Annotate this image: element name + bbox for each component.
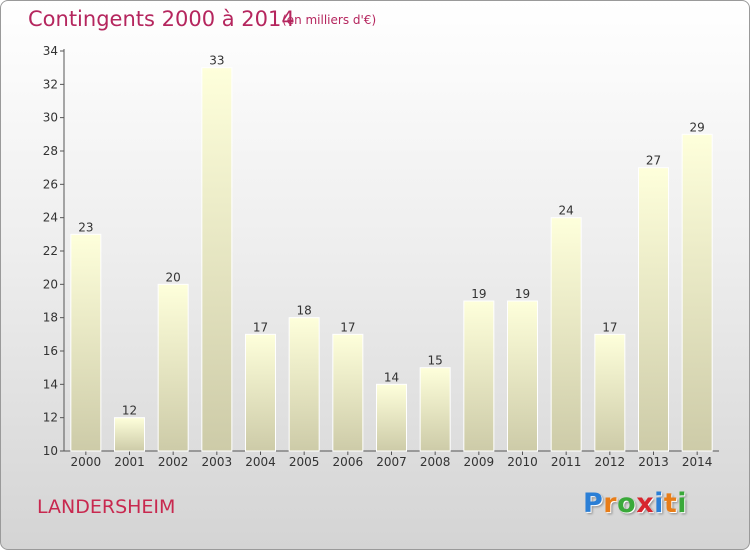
bar-2012 [594, 333, 626, 452]
value-label: 19 [471, 287, 486, 301]
chart-title: Contingents 2000 à 2014 [28, 7, 295, 31]
y-tick-label: 34 [43, 44, 58, 58]
axes: 10 12 14 16 18 20 22 24 26 28 30 32 34 [43, 44, 719, 458]
y-tick-label: 18 [43, 311, 58, 325]
x-tick-label: 2009 [464, 455, 495, 469]
y-tick-label: 30 [43, 111, 58, 125]
value-label: 29 [690, 120, 705, 134]
y-tick-label: 24 [43, 211, 58, 225]
y-tick-label: 10 [43, 444, 58, 458]
chart-subtitle: (en milliers d'€) [282, 13, 377, 27]
x-tick-label: 2013 [638, 455, 669, 469]
y-tick-label: 20 [43, 277, 58, 291]
value-label: 33 [209, 54, 224, 68]
logo-letter: i [677, 488, 688, 519]
y-tick-label: 12 [43, 411, 58, 425]
bar-2004 [245, 333, 276, 452]
bar-2005 [288, 317, 320, 452]
x-tick-label: 2011 [551, 455, 582, 469]
bars [70, 67, 713, 452]
y-tick-label: 22 [43, 244, 58, 258]
logo-letter: P [583, 488, 604, 519]
x-tick-label: 2000 [71, 455, 102, 469]
x-tick-label: 2014 [682, 455, 713, 469]
value-label: 17 [253, 320, 268, 334]
bar-2014 [681, 133, 713, 452]
proxiti-logo: Proxiti [583, 488, 687, 519]
y-tick-label: 28 [43, 144, 58, 158]
value-label: 19 [515, 287, 530, 301]
y-tick-label: 16 [43, 344, 58, 358]
bar-2003 [201, 67, 233, 452]
value-label: 17 [602, 320, 617, 334]
bar-2007 [376, 383, 407, 452]
value-label: 17 [340, 320, 355, 334]
logo-letter: t [663, 488, 678, 519]
bar-2009 [463, 300, 495, 452]
logo-letter: o [617, 488, 637, 519]
bar-2011 [550, 217, 582, 452]
x-tick-label: 2004 [245, 455, 276, 469]
x-tick-label: 2008 [420, 455, 451, 469]
x-tick-label: 2005 [289, 455, 320, 469]
x-tick-label: 2010 [507, 455, 538, 469]
logo-letter: i [654, 488, 664, 519]
bar-2010 [507, 300, 538, 452]
value-label: 14 [384, 370, 399, 384]
y-tick-label: 14 [43, 377, 58, 391]
logo-letter: x [636, 488, 655, 519]
x-tick-label: 2003 [202, 455, 233, 469]
value-label: 23 [78, 220, 93, 234]
labels: 2000 23 2001 12 2002 20 2003 33 2004 17 2005 18 2006… [71, 54, 713, 469]
bar-2000 [70, 233, 102, 452]
y-tick-label: 32 [43, 77, 58, 91]
bar-2013 [638, 167, 669, 452]
x-tick-label: 2001 [114, 455, 145, 469]
x-tick-label: 2002 [158, 455, 189, 469]
bar-2008 [419, 367, 451, 452]
logo-letter: r [603, 488, 618, 519]
x-tick-label: 2006 [333, 455, 364, 469]
bar-2001 [114, 417, 145, 452]
y-tick-label: 26 [43, 177, 58, 191]
bar-2006 [332, 333, 364, 452]
value-label: 12 [122, 404, 137, 418]
value-label: 18 [297, 304, 312, 318]
value-label: 27 [646, 154, 661, 168]
value-label: 20 [166, 270, 181, 284]
place-name: LANDERSHEIM [37, 496, 176, 518]
x-tick-label: 2007 [376, 455, 407, 469]
bar-2002 [157, 283, 189, 452]
x-tick-label: 2012 [595, 455, 626, 469]
value-label: 24 [559, 204, 574, 218]
value-label: 15 [428, 354, 443, 368]
